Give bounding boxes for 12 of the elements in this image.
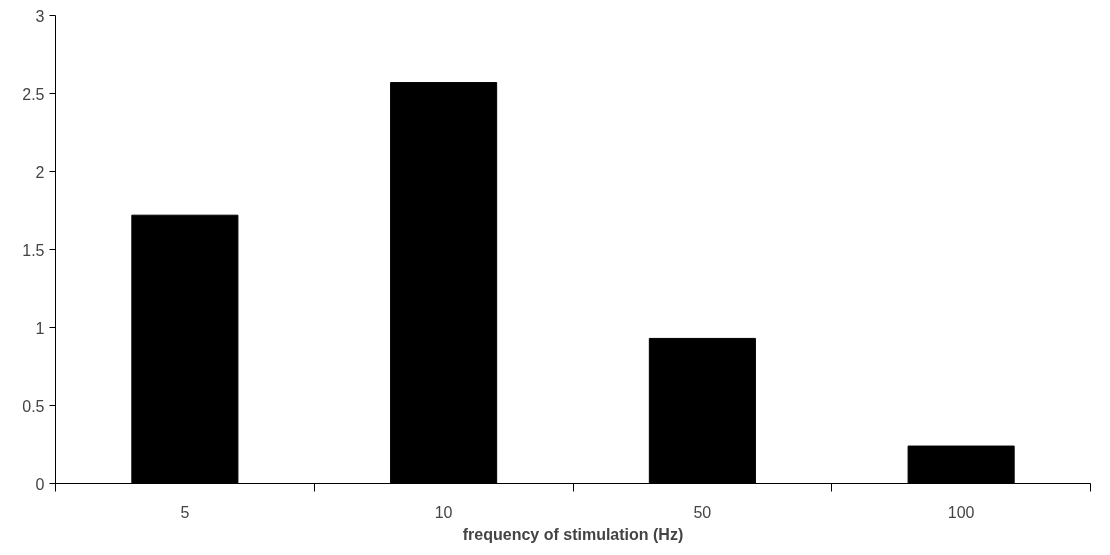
y-tick-label: 1 (35, 319, 45, 337)
y-tick-label: 2.5 (22, 85, 45, 103)
y-tick-label: 3 (35, 7, 45, 25)
y-tick-label: 1.5 (22, 241, 45, 259)
x-tick-label: 5 (180, 503, 190, 521)
x-tick-label: 10 (434, 503, 453, 521)
x-axis-title: frequency of stimulation (Hz) (462, 525, 684, 543)
y-tick-label: 0.5 (22, 397, 45, 415)
x-tick-label: 100 (947, 503, 975, 521)
y-tick-label: 0 (35, 475, 45, 493)
y-tick-label: 2 (35, 163, 45, 181)
x-tick-label: 50 (693, 503, 712, 521)
